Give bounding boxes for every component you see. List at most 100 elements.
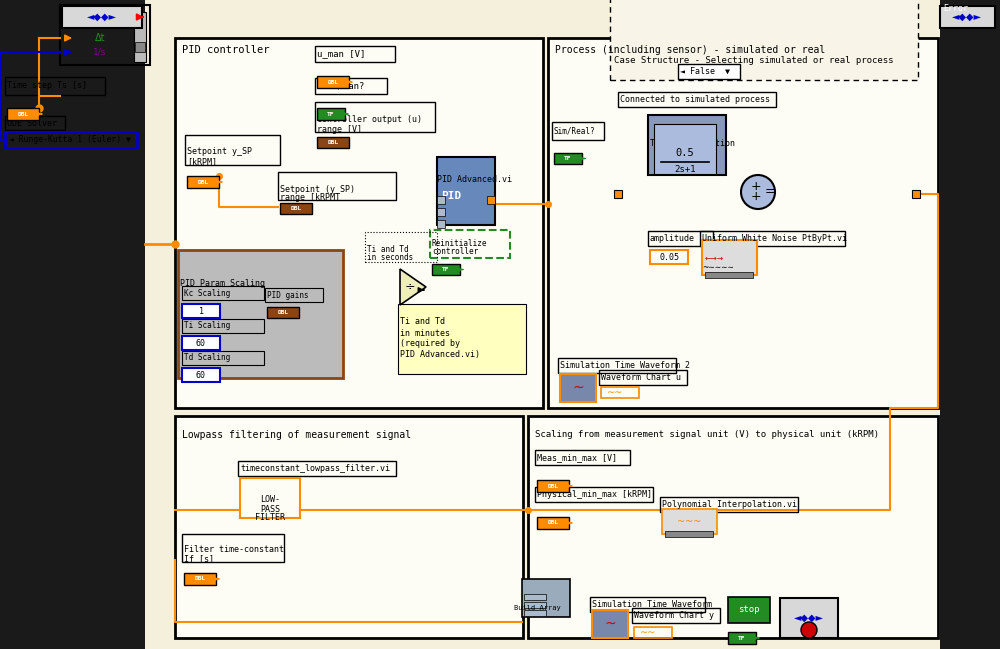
Bar (398, 304, 526, 374)
Bar (780, 598, 838, 638)
Bar (528, 416, 938, 638)
Bar (940, 0, 1000, 649)
Text: in minutes: in minutes (400, 328, 450, 337)
Text: Setpoint (y_SP): Setpoint (y_SP) (280, 184, 355, 193)
Bar (660, 497, 798, 512)
Text: Connected to simulated process: Connected to simulated process (620, 95, 770, 104)
Text: ◄◆◆►: ◄◆◆► (794, 613, 824, 623)
Text: Waveform Chart y: Waveform Chart y (634, 611, 714, 620)
Text: ODE Solver: ODE Solver (7, 119, 57, 127)
Text: Setpoint y_SP: Setpoint y_SP (187, 147, 252, 156)
Bar (175, 38, 543, 408)
Text: timeconstant_lowpass_filter.vi: timeconstant_lowpass_filter.vi (240, 464, 390, 473)
Bar (728, 597, 770, 623)
Text: in seconds: in seconds (367, 254, 413, 262)
Bar (7, 108, 39, 120)
Circle shape (741, 175, 775, 209)
Polygon shape (400, 269, 426, 305)
Text: ~~~: ~~~ (677, 517, 701, 526)
Text: TF: TF (327, 112, 335, 117)
Bar (178, 250, 343, 378)
Bar (437, 220, 445, 228)
Text: Reinitialize: Reinitialize (432, 238, 488, 247)
Text: PID gains: PID gains (267, 291, 309, 299)
Text: Process (including sensor) - simulated or real: Process (including sensor) - simulated o… (555, 45, 825, 55)
Text: Transfer Function: Transfer Function (650, 138, 735, 147)
Text: TF: TF (738, 635, 746, 641)
Text: Lowpass filtering of measurement signal: Lowpass filtering of measurement signal (182, 430, 411, 440)
Bar (700, 231, 845, 246)
Text: stop: stop (738, 606, 760, 615)
Bar (728, 632, 756, 644)
Bar (0, 0, 145, 649)
Bar (278, 172, 396, 200)
Bar (590, 597, 705, 612)
Text: LOW-: LOW- (260, 495, 280, 504)
Bar (175, 416, 523, 638)
Text: =: = (765, 186, 776, 199)
Bar (182, 351, 264, 365)
Text: range [kRPM]: range [kRPM] (280, 193, 340, 201)
Text: PID controller: PID controller (182, 45, 270, 55)
Bar (430, 230, 510, 258)
Bar (182, 304, 220, 318)
Bar (610, 0, 918, 80)
Bar (702, 240, 757, 275)
Bar (634, 627, 672, 638)
Text: Time step Ts [s]: Time step Ts [s] (7, 82, 87, 90)
Text: 0.5: 0.5 (676, 148, 694, 158)
Bar (487, 196, 495, 204)
Text: If [s]: If [s] (184, 554, 214, 563)
Text: ~: ~ (572, 381, 584, 395)
Bar (5, 132, 137, 148)
Bar (599, 370, 687, 385)
Text: +: + (751, 180, 762, 193)
Bar (437, 196, 445, 204)
Text: DBL: DBL (327, 79, 339, 84)
Bar (240, 478, 300, 518)
Text: ◄◆◆►: ◄◆◆► (952, 12, 982, 22)
Bar (648, 115, 726, 175)
Text: 60: 60 (196, 339, 206, 347)
Bar (524, 610, 546, 616)
Text: DBL: DBL (277, 310, 289, 315)
Text: amplitude: amplitude (650, 234, 695, 243)
Bar (524, 594, 546, 600)
Text: PID Advanced.vi): PID Advanced.vi) (400, 350, 480, 360)
Text: 2s+1: 2s+1 (674, 165, 696, 175)
Bar (940, 6, 995, 28)
Bar (554, 153, 582, 164)
Bar (265, 288, 323, 302)
Text: Sim/Real?: Sim/Real? (554, 127, 596, 136)
Bar (665, 531, 713, 537)
Bar (182, 286, 264, 300)
Bar (182, 534, 284, 562)
Bar (182, 336, 220, 350)
Bar (560, 374, 596, 402)
Bar (535, 450, 630, 465)
Text: ~: ~ (604, 617, 616, 631)
Text: PID Advanced.vi: PID Advanced.vi (437, 175, 512, 184)
Text: [kRPM]: [kRPM] (187, 158, 217, 167)
Text: Meas_min_max [V]: Meas_min_max [V] (537, 453, 617, 462)
Bar (537, 517, 569, 529)
Text: Controller output (u): Controller output (u) (317, 114, 422, 123)
Text: ◄◆◆►: ◄◆◆► (87, 12, 117, 22)
Bar (912, 190, 920, 198)
Text: Waveform Chart u: Waveform Chart u (601, 373, 681, 382)
Text: DBL: DBL (547, 520, 559, 526)
Text: ←→→: ←→→ (705, 254, 724, 262)
Bar (135, 42, 145, 52)
Text: ◄ Runge-Kutta 1 (Euler) ▼: ◄ Runge-Kutta 1 (Euler) ▼ (9, 136, 131, 145)
Bar (654, 124, 716, 174)
Bar (134, 12, 146, 62)
Text: DBL: DBL (290, 206, 302, 211)
Text: 1/s: 1/s (93, 47, 107, 56)
Bar (662, 509, 717, 534)
Text: PID Param Scaling: PID Param Scaling (180, 278, 265, 288)
Bar (267, 307, 299, 318)
Text: 60: 60 (196, 371, 206, 380)
Bar (365, 232, 437, 262)
Text: Physical_min_max [kRPM]: Physical_min_max [kRPM] (537, 490, 652, 499)
Text: TF: TF (564, 156, 572, 161)
